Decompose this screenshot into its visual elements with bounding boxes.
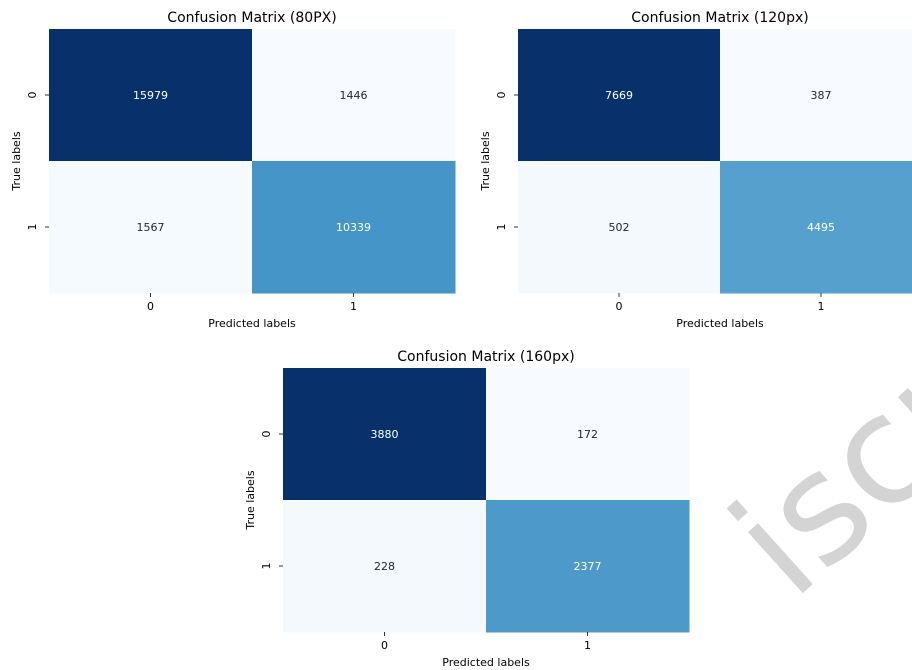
- y-tick-label: 0: [495, 92, 508, 99]
- x-axis-label: Predicted labels: [676, 317, 764, 330]
- heatmap-cell: [720, 29, 912, 162]
- cell-value-label: 228: [374, 560, 395, 573]
- x-tick-label: 1: [818, 300, 825, 313]
- heatmap-cell: [518, 161, 721, 294]
- heatmap-cell: [720, 161, 912, 294]
- heatmap-cell: [283, 368, 487, 501]
- heatmap-panel-1: Confusion Matrix (80PX) 15979 1446 1567 1033…: [10, 10, 456, 330]
- x-tick-label: 0: [381, 639, 388, 652]
- heatmap-cell: [49, 29, 253, 162]
- cell-value-label: 7669: [605, 89, 633, 102]
- heatmap-cell: [252, 161, 456, 294]
- y-tick-label: 0: [260, 431, 273, 438]
- heatmap-cell: [49, 161, 253, 294]
- y-tick-label: 1: [26, 224, 39, 231]
- y-axis-label: True labels: [10, 131, 23, 191]
- heatmap-cell: [252, 29, 456, 162]
- chart-title: Confusion Matrix (80PX): [167, 10, 336, 26]
- cell-value-label: 2377: [574, 560, 602, 573]
- cell-value-label: 502: [609, 221, 630, 234]
- heatmap-panel-2: Confusion Matrix (120px) 7669 387 502 4495 0 1…: [479, 10, 912, 330]
- x-tick-label: 0: [616, 300, 623, 313]
- y-tick-label: 1: [260, 563, 273, 570]
- cell-value-label: 1567: [137, 221, 165, 234]
- cell-value-label: 1446: [340, 89, 368, 102]
- x-axis-label: Predicted labels: [208, 317, 296, 330]
- cell-value-label: 387: [811, 89, 832, 102]
- heatmap-cell: [486, 368, 690, 501]
- cell-value-label: 4495: [807, 221, 835, 234]
- y-axis-label: True labels: [244, 470, 257, 530]
- heatmap-cell: [283, 500, 487, 633]
- cell-value-label: 3880: [371, 428, 399, 441]
- cell-value-label: 10339: [336, 221, 371, 234]
- y-tick-label: 1: [495, 224, 508, 231]
- heatmap-cell: [486, 500, 690, 633]
- heatmap-cell: [518, 29, 721, 162]
- x-tick-label: 0: [147, 300, 154, 313]
- cell-value-label: 15979: [133, 89, 168, 102]
- heatmap-panel-3: Confusion Matrix (160px) 3880 172 228 2377 0 1…: [244, 349, 690, 669]
- chart-title: Confusion Matrix (160px): [397, 349, 574, 365]
- cell-value-label: 172: [577, 428, 598, 441]
- y-tick-label: 0: [26, 92, 39, 99]
- y-axis-label: True labels: [479, 131, 492, 191]
- x-tick-label: 1: [350, 300, 357, 313]
- x-axis-label: Predicted labels: [442, 656, 530, 669]
- x-tick-label: 1: [584, 639, 591, 652]
- chart-title: Confusion Matrix (120px): [631, 10, 808, 26]
